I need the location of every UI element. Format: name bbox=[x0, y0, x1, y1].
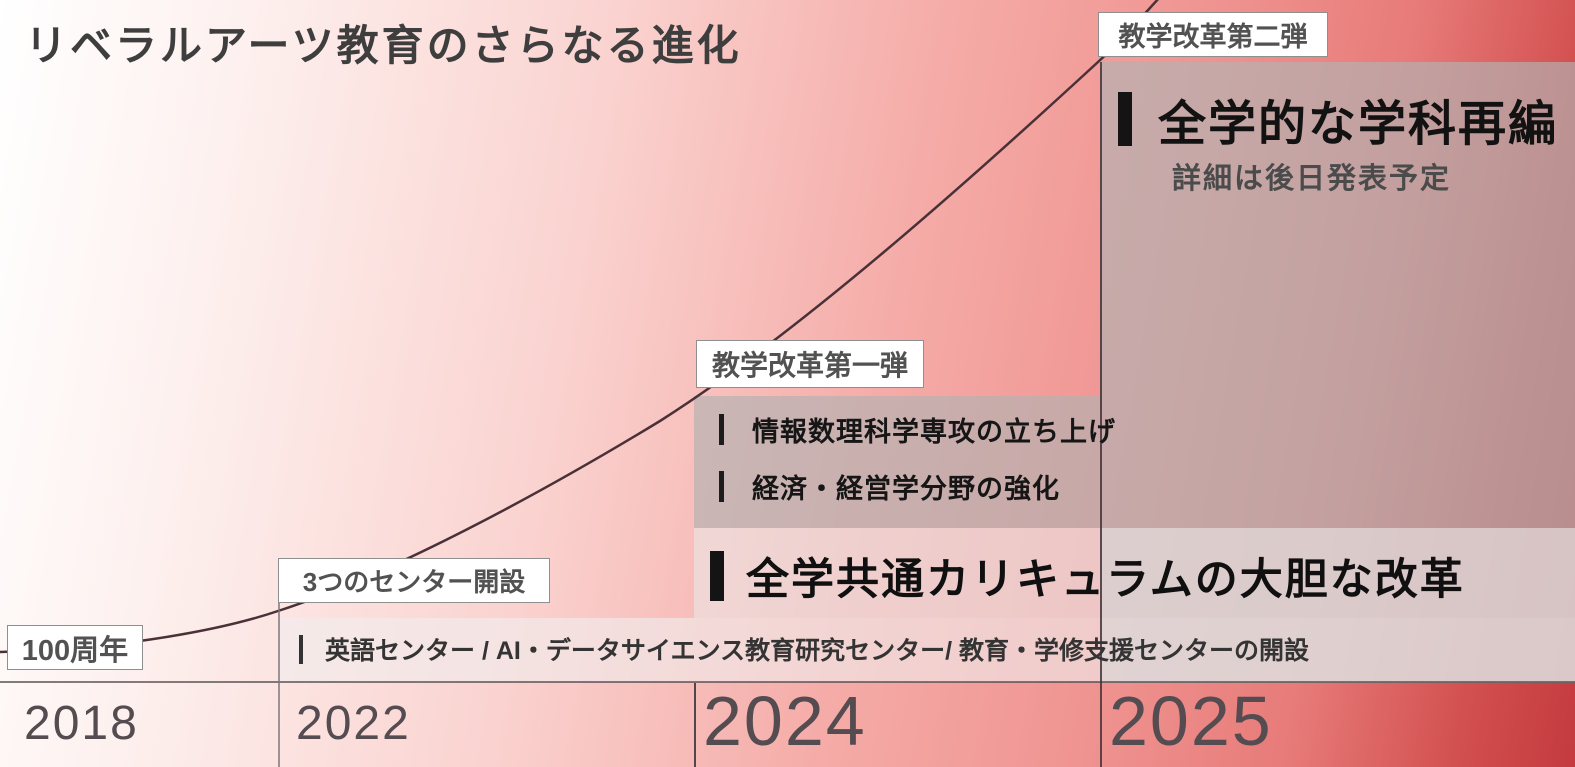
reform-phase2-note: 詳細は後日発表予定 bbox=[1172, 163, 1452, 195]
centers-detail: 英語センター / AI・データサイエンス教育研究センター/ 教育・学修支援センタ… bbox=[299, 631, 1309, 667]
milestone-box-100th-anniversary: 100周年 bbox=[7, 625, 143, 670]
year-label-2025: 2025 bbox=[1109, 682, 1273, 760]
panel-reform-phase1 bbox=[694, 396, 1100, 528]
milestone-box-reform-phase1: 教学改革第一弾 bbox=[696, 340, 924, 388]
bullet-bar-icon bbox=[719, 471, 724, 502]
bullet-bar-icon bbox=[1118, 92, 1132, 146]
year-label-2018: 2018 bbox=[24, 697, 139, 750]
centers-detail-label: 英語センター / AI・データサイエンス教育研究センター/ 教育・学修支援センタ… bbox=[325, 637, 1309, 665]
reform-phase2-heading-label: 全学的な学科再編 bbox=[1158, 98, 1559, 151]
timeline-baseline bbox=[0, 681, 1575, 683]
milestone-box-three-centers: 3つのセンター開設 bbox=[278, 558, 550, 603]
reform-phase1-item: 経済・経営学分野の強化 bbox=[719, 467, 1060, 506]
band-curriculum-highlight bbox=[694, 528, 1575, 618]
curriculum-highlight-label: 全学共通カリキュラムの大胆な改革 bbox=[746, 556, 1465, 604]
curriculum-highlight: 全学共通カリキュラムの大胆な改革 bbox=[710, 545, 1465, 607]
bullet-bar-icon bbox=[299, 634, 303, 664]
growth-curve-path bbox=[0, 0, 1159, 654]
bullet-bar-icon bbox=[710, 551, 724, 601]
band-centers-detail bbox=[278, 618, 1575, 682]
reform-phase1-item: 情報数理科学専攻の立ち上げ bbox=[719, 410, 1116, 449]
year-label-2024: 2024 bbox=[703, 682, 867, 760]
reform-phase1-item-label: 情報数理科学専攻の立ち上げ bbox=[752, 417, 1116, 447]
divider-2025 bbox=[1100, 62, 1102, 767]
milestone-box-reform-phase2: 教学改革第二弾 bbox=[1098, 12, 1328, 57]
bullet-bar-icon bbox=[719, 414, 724, 445]
divider-2024 bbox=[694, 683, 696, 767]
divider-2022 bbox=[278, 558, 280, 767]
year-label-2022: 2022 bbox=[296, 697, 411, 750]
page-title: リベラルアーツ教育のさらなる進化 bbox=[25, 22, 742, 69]
reform-phase2-heading: 全学的な学科再編 bbox=[1118, 84, 1558, 154]
reform-phase1-item-label: 経済・経営学分野の強化 bbox=[752, 474, 1060, 504]
